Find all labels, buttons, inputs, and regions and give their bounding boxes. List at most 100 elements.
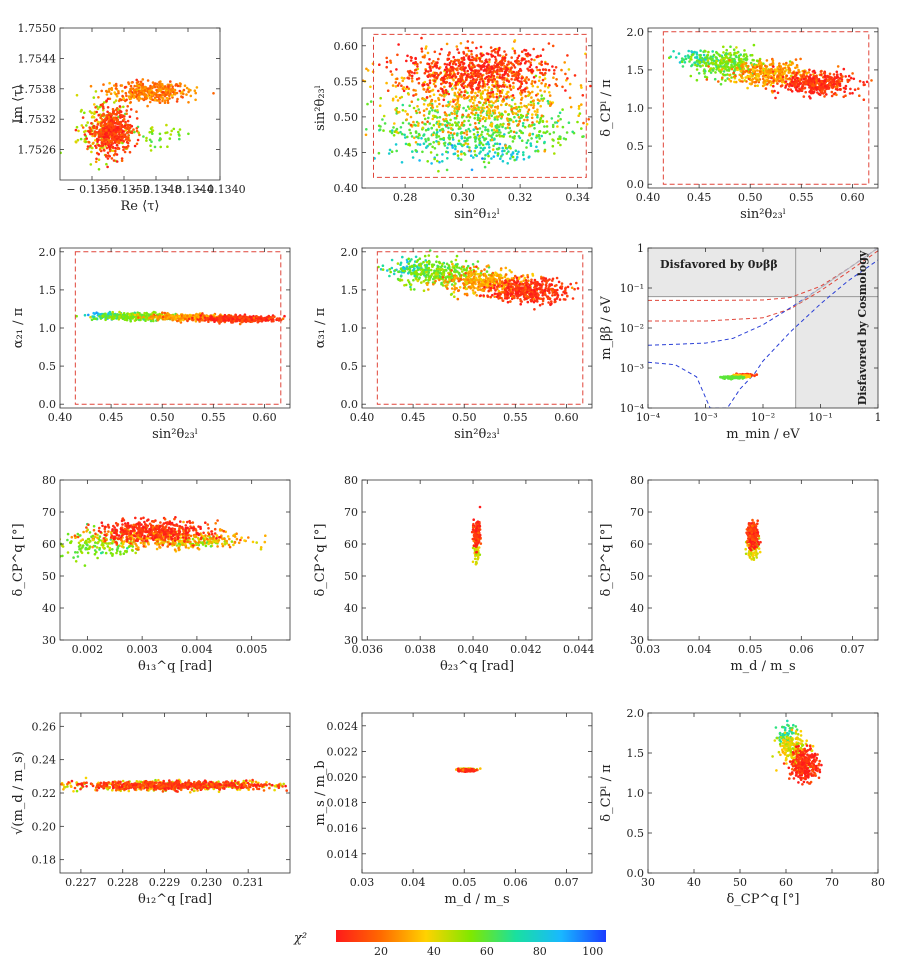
scatter-point — [176, 84, 180, 88]
scatter-point — [454, 103, 458, 106]
scatter-point — [473, 96, 477, 100]
x-axis-label: sin²θ₂₃ˡ — [740, 207, 786, 222]
scatter-point — [448, 52, 451, 56]
scatter-point — [505, 85, 509, 89]
scatter-point — [487, 161, 491, 164]
scatter-point — [410, 100, 414, 103]
scatter-point — [515, 71, 518, 74]
scatter-point — [485, 58, 488, 61]
scatter-point — [478, 117, 481, 120]
scatter-point — [513, 102, 517, 106]
scatter-point — [543, 140, 546, 144]
scatter-point — [414, 109, 418, 113]
scatter-point — [552, 139, 555, 142]
scatter-point — [431, 117, 435, 121]
scatter-point — [479, 45, 483, 49]
scatter-point — [106, 97, 110, 101]
scatter-point — [125, 131, 129, 135]
scatter-point — [533, 80, 537, 84]
scatter-point — [425, 45, 428, 48]
scatter-point — [126, 138, 130, 141]
scatter-point — [157, 98, 161, 101]
scatter-point — [833, 76, 837, 79]
scatter-point — [388, 148, 392, 152]
scatter-point — [722, 51, 725, 54]
scatter-point — [146, 79, 150, 82]
scatter-point — [832, 73, 836, 76]
scatter-point — [437, 120, 441, 123]
scatter-point — [496, 72, 499, 76]
scatter-point — [435, 136, 438, 139]
scatter-point — [513, 66, 517, 69]
scatter-point — [157, 83, 161, 87]
scatter-point — [510, 105, 513, 108]
scatter-point — [682, 58, 686, 61]
scatter-point — [123, 150, 127, 154]
scatter-point — [97, 144, 100, 147]
scatter-point — [517, 62, 520, 66]
scatter-point — [472, 77, 475, 81]
scatter-point — [441, 153, 444, 156]
scatter-point — [543, 149, 546, 153]
scatter-point — [410, 74, 414, 78]
scatter-point — [155, 88, 158, 92]
scatter-point — [517, 135, 521, 138]
scatter-point — [426, 144, 429, 148]
scatter-point — [735, 63, 739, 67]
scatter-point — [407, 122, 411, 125]
scatter-point — [446, 146, 449, 150]
scatter-point — [148, 138, 152, 142]
scatter-point — [741, 80, 744, 83]
scatter-point — [431, 106, 435, 109]
scatter-point — [162, 87, 165, 91]
scatter-point — [473, 149, 477, 153]
scatter-point — [483, 146, 487, 150]
scatter-point — [862, 98, 866, 101]
scatter-point — [133, 313, 137, 317]
scatter-point — [389, 70, 393, 73]
scatter-point — [839, 73, 843, 77]
scatter-point — [559, 143, 562, 147]
scatter-point — [416, 124, 420, 127]
scatter-point — [543, 125, 546, 128]
scatter-point — [750, 78, 753, 82]
scatter-point — [739, 69, 743, 73]
scatter-point — [513, 39, 517, 42]
scatter-point — [441, 160, 444, 163]
scatter-point — [461, 60, 464, 64]
scatter-point — [136, 138, 140, 142]
scatter-point — [493, 85, 496, 88]
scatter-point — [95, 137, 99, 141]
axes-frame — [647, 27, 879, 189]
scatter-point — [123, 314, 127, 318]
scatter-point — [472, 72, 476, 76]
scatter-point — [129, 84, 133, 88]
scatter-point — [122, 148, 125, 152]
scatter-point — [394, 108, 397, 111]
scatter-point — [870, 79, 873, 82]
scatter-point — [758, 59, 761, 62]
scatter-point — [123, 115, 126, 118]
scatter-point — [74, 128, 78, 132]
scatter-point — [107, 128, 111, 132]
scatter-point — [823, 84, 827, 88]
scatter-point — [170, 90, 174, 93]
scatter-point — [120, 159, 124, 162]
scatter-point — [432, 123, 436, 127]
scatter-point — [769, 83, 773, 87]
scatter-point — [161, 83, 164, 86]
scatter-point — [718, 68, 721, 71]
scatter-point — [474, 153, 477, 157]
scatter-point — [401, 121, 405, 125]
scatter-point — [112, 159, 116, 162]
scatter-point — [541, 78, 545, 82]
scatter-point — [706, 53, 710, 57]
scatter-point — [443, 85, 446, 89]
scatter-point — [501, 153, 504, 156]
scatter-point — [678, 61, 682, 64]
scatter-point — [426, 160, 430, 163]
scatter-point — [491, 90, 495, 94]
scatter-point — [116, 313, 119, 316]
scatter-point — [710, 57, 713, 61]
scatter-point — [480, 54, 484, 58]
